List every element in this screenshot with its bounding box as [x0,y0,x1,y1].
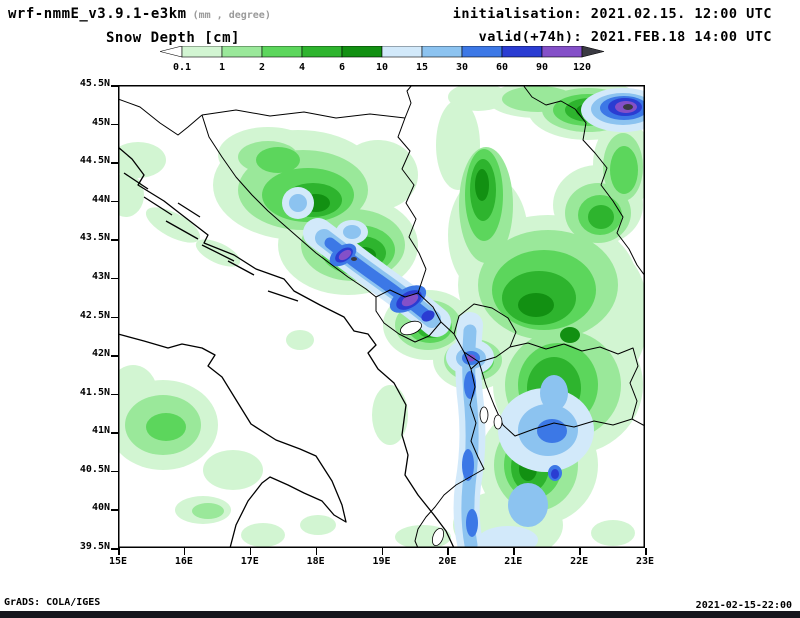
legend-segment [541,45,583,58]
lat-tick-label: 41.5N [79,386,110,398]
legend-label: 1 [219,62,225,73]
colorbar-svg: 0.1 1 2 4 6 10 15 30 60 90 120 [159,45,605,73]
lon-tick-mark [381,548,383,555]
lon-tick-mark [447,548,449,555]
legend-label: 60 [496,62,508,73]
colorbar-legend: 0.1 1 2 4 6 10 15 30 60 90 120 [159,45,608,74]
lon-tick-mark [315,548,318,555]
legend-label: 6 [339,62,345,73]
lat-tick-mark [111,277,118,280]
legend-segment [381,45,423,58]
lat-tick-label: 45.5N [79,78,110,89]
lat-tick-mark [111,355,118,357]
lat-tick-label: 44N [91,193,110,205]
lat-tick-label: 43.5N [79,232,110,244]
country-borders-layer [117,84,646,549]
lat-tick-label: 42.5N [79,309,110,321]
legend-segment [461,45,503,58]
grads-credit: GrADS: COLA/IGES [4,597,101,608]
lon-tick-label: 22E [570,556,589,567]
lon-tick-label: 16E [174,556,193,567]
lon-tick-mark [645,548,647,555]
init-time-label: initialisation: 2021.02.15. 12:00 UTC [452,6,772,22]
lat-tick-label: 42N [91,348,110,360]
legend-label: 2 [259,62,265,73]
legend-above-max-arrow [581,45,605,58]
legend-label: 15 [416,62,428,73]
legend-segment [341,45,383,58]
map-svg [108,80,665,561]
legend-label: 10 [376,62,388,73]
model-header: wrf-nmmE_v3.9.1-e3km (mm , degree) [8,6,271,22]
lat-tick-label: 44.5N [79,155,110,167]
units-note: (mm , degree) [192,10,271,21]
legend-label: 0.1 [173,62,191,73]
lat-tick-mark [111,123,118,126]
legend-label: 4 [299,62,305,73]
lat-tick-mark [111,548,118,550]
legend-segment [421,45,463,58]
map-frame [118,85,645,548]
lat-tick-mark [111,432,118,434]
lat-tick-mark [111,162,118,164]
lat-tick-label: 40.5N [79,463,110,475]
lon-tick-mark [183,548,186,555]
coastline-layer [117,146,455,549]
valid-time-label: valid(+74h): 2021.FEB.18 14:00 UTC [478,29,772,45]
lat-tick-mark [111,239,118,241]
lon-tick-mark [513,548,515,555]
lon-tick-label: 18E [306,556,325,567]
lon-tick-label: 17E [240,556,259,567]
legend-segment [221,45,263,58]
lat-tick-label: 43N [91,270,110,282]
model-name: wrf-nmmE_v3.9.1-e3km [8,6,187,22]
lon-tick-label: 21E [504,556,523,567]
lat-tick-mark [111,509,118,511]
lat-tick-mark [111,470,118,473]
legend-label: 90 [536,62,548,73]
lat-tick-label: 41N [91,425,110,437]
legend-label: 30 [456,62,468,73]
legend-below-min-arrow [159,45,183,58]
legend-segment [261,45,303,58]
bottom-border-bar [0,611,800,618]
lat-tick-label: 40N [91,502,110,514]
lon-tick-mark [249,548,252,555]
lon-tick-label: 19E [372,556,391,567]
legend-segment [301,45,343,58]
legend-segment [501,45,543,58]
variable-title: Snow Depth [cm] [106,30,240,46]
lat-tick-label: 45N [91,116,110,128]
legend-segment [181,45,223,58]
lat-tick-mark [111,393,118,396]
lon-tick-label: 23E [635,556,655,567]
map-canvas [108,80,665,561]
snow-field-purple-layers [335,98,642,479]
lat-tick-label: 39.5N [79,541,110,552]
lat-tick-mark [111,85,118,87]
lon-tick-mark [118,548,120,555]
lon-tick-label: 20E [438,556,457,567]
lon-tick-mark [579,548,581,555]
creation-timestamp: 2021-02-15-22:00 [695,600,792,611]
lat-tick-mark [111,316,118,318]
lon-tick-label: 15E [108,556,128,567]
legend-label: 120 [573,62,591,73]
lat-tick-mark [111,200,118,203]
